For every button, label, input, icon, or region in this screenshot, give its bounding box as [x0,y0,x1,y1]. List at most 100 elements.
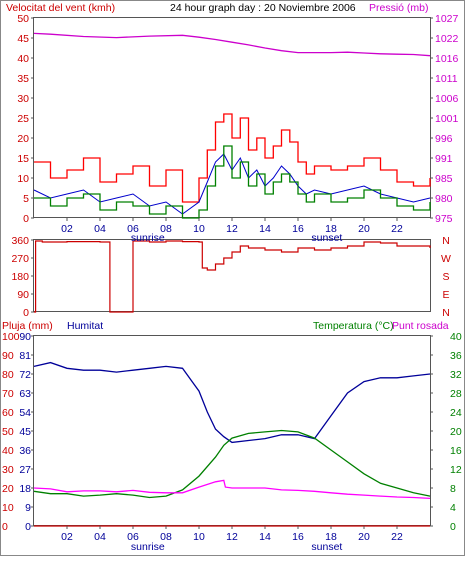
x-tick-label: 14 [259,223,271,235]
humidity-y-tick-label: 54 [19,407,31,419]
x-tick-label: 18 [325,223,337,235]
wind-y-tick-label: 35 [17,73,29,85]
temperature-y-tick-label: 12 [450,464,462,476]
wind-speed-axis-label: Velocitat del vent (kmh) [6,2,115,14]
sunset-label: sunset [311,232,342,244]
pressure-y-tick-label: 980 [435,193,453,205]
x-tick-label: 02 [61,531,73,543]
pressure-axis-label: Pressió (mb) [369,2,429,14]
sunrise-label: sunrise [131,541,165,553]
x-tick-label: 04 [94,223,106,235]
dewpoint-axis-label: Punt rosada [392,320,449,332]
rain-axis-label: Pluja (mm) [2,320,53,332]
wind_speed-series [33,153,431,215]
humidity-y-tick-label: 81 [19,350,31,362]
pressure-y-tick-label: 1006 [435,93,459,105]
wind-y-tick-label: 15 [17,153,29,165]
x-tick-label: 08 [160,223,172,235]
humidity-y-tick-label: 45 [19,426,31,438]
wind-y-tick-label: 45 [17,33,29,45]
compass-label: W [441,253,451,265]
wind_avg-series [34,145,431,219]
humidity-axis-label: Humitat [67,320,103,332]
compass-label: E [442,289,449,301]
compass-label: N [442,307,450,319]
temperature-y-tick-label: 32 [450,369,462,381]
sunset-label: sunset [311,541,342,553]
temperature-axis-label: Temperatura (°C) [313,320,394,332]
pressure-y-tick-label: 1022 [435,33,459,45]
wind-direction-series [34,240,431,313]
wind-y-tick-label: 30 [17,93,29,105]
pressure-y-tick-label: 991 [435,153,453,165]
pressure-series [33,32,431,57]
x-tick-label: 14 [259,531,271,543]
chart-title: 24 hour graph day : 20 Noviembre 2006 [170,2,356,14]
humidity-y-tick-label: 0 [25,521,31,533]
rain-y-tick-label: 80 [2,369,14,381]
temperature-y-tick-label: 24 [450,407,462,419]
rain-y-tick-label: 60 [2,407,14,419]
x-tick-label: 06 [127,531,139,543]
wind-y-tick-label: 50 [17,13,29,25]
humidity-y-tick-label: 27 [19,464,31,476]
direction-y-tick-label: 270 [11,253,29,265]
pressure-y-tick-label: 1016 [435,53,459,65]
wind-y-tick-label: 40 [17,53,29,65]
pressure-y-tick-label: 1011 [435,73,458,85]
pressure-y-tick-label: 996 [435,133,453,145]
direction-y-tick-label: 0 [23,307,29,319]
pressure-y-tick-label: 975 [435,213,453,225]
rain-y-tick-label: 40 [2,445,14,457]
rain-y-tick-label: 10 [2,502,14,514]
temperature-y-tick-label: 28 [450,388,462,400]
rain-y-tick-label: 100 [2,331,20,343]
humidity-y-tick-label: 63 [19,388,31,400]
x-tick-label: 16 [292,531,304,543]
wind-direction-panel [33,239,431,312]
temperature-humidity-panel [33,335,431,526]
temperature-y-tick-label: 8 [450,483,456,495]
temperature-y-tick-label: 20 [450,426,462,438]
x-tick-label: 12 [226,223,238,235]
compass-label: N [442,235,450,247]
rain-y-tick-label: 90 [2,350,14,362]
sunrise-label: sunrise [131,232,165,244]
temperature-y-tick-label: 4 [450,502,456,514]
x-tick-label: 08 [160,531,172,543]
direction-y-tick-label: 360 [11,235,29,247]
temperature-y-tick-label: 40 [450,331,462,343]
rain-y-tick-label: 30 [2,464,14,476]
wind-y-tick-label: 20 [17,133,29,145]
pressure-y-tick-label: 1001 [435,113,459,125]
temperature-y-tick-label: 36 [450,350,462,362]
x-tick-label: 20 [358,531,370,543]
direction-y-tick-label: 90 [17,289,29,301]
pressure-y-tick-label: 1027 [435,13,459,25]
x-tick-label: 02 [61,223,73,235]
wind-y-tick-label: 10 [17,173,29,185]
rain-y-tick-label: 20 [2,483,14,495]
wind_gust-series [34,113,431,203]
x-tick-label: 10 [193,223,205,235]
x-tick-label: 10 [193,531,205,543]
humidity-series [33,361,431,444]
humidity-y-tick-label: 90 [19,331,31,343]
wind-y-tick-label: 5 [23,193,29,205]
x-tick-label: 06 [127,223,139,235]
wind-y-tick-label: 0 [23,213,29,225]
humidity-y-tick-label: 36 [19,445,31,457]
temperature-y-tick-label: 16 [450,445,462,457]
temperature-series [33,429,431,499]
rain-y-tick-label: 50 [2,426,14,438]
x-tick-label: 18 [325,531,337,543]
dewpoint-series [33,479,431,500]
rain-y-tick-label: 70 [2,388,14,400]
x-tick-label: 04 [94,531,106,543]
temperature-y-tick-label: 0 [450,521,456,533]
x-tick-label: 22 [391,531,403,543]
x-tick-label: 16 [292,223,304,235]
compass-label: S [442,271,449,283]
